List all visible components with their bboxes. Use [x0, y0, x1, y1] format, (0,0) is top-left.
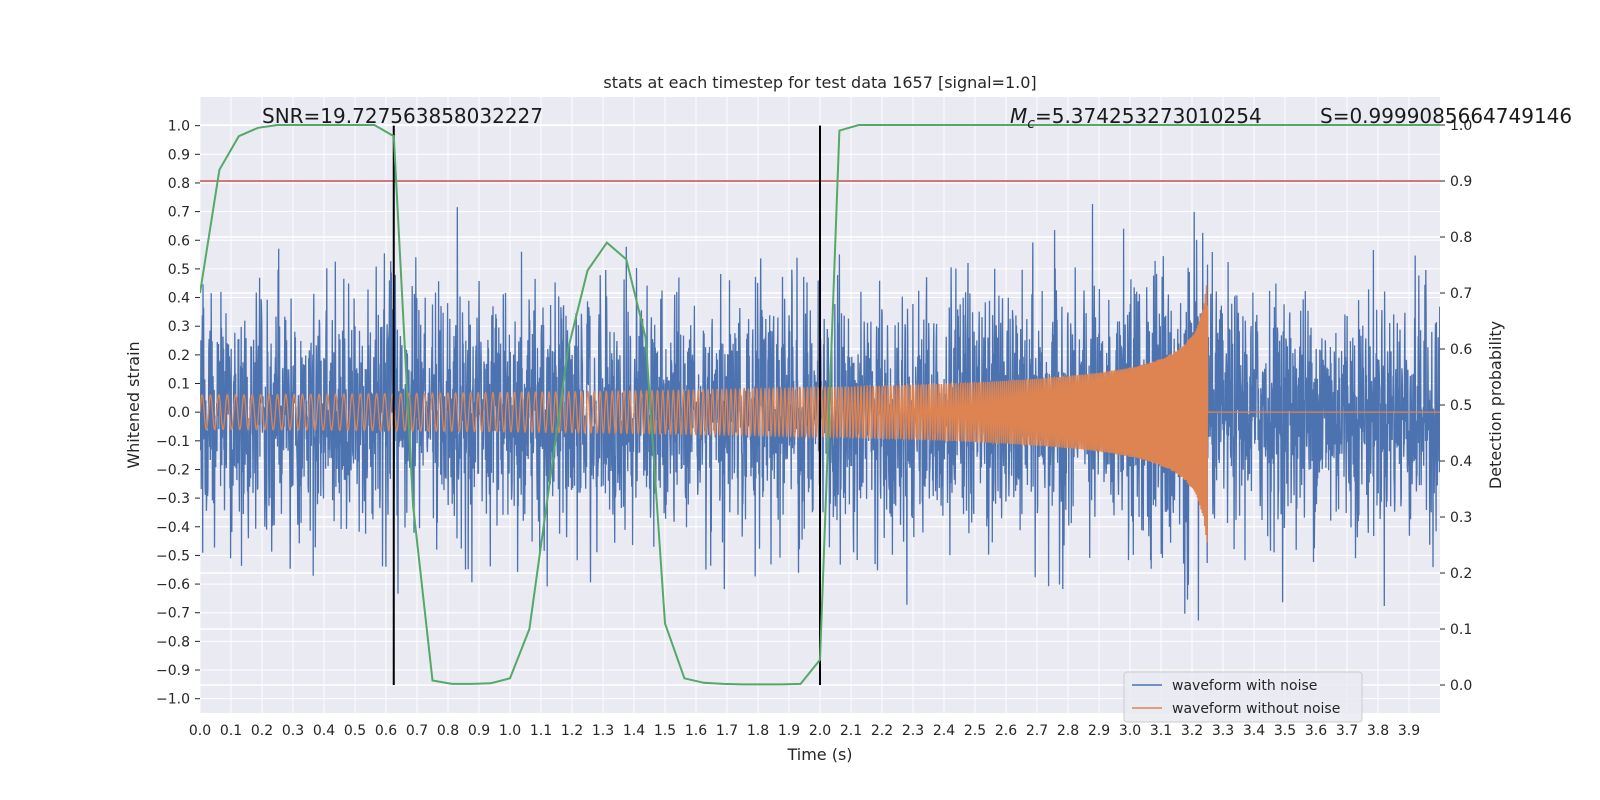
x-tick-label: 2.0 — [809, 723, 831, 739]
x-tick-label: 1.2 — [561, 723, 583, 739]
x-tick-label: 1.7 — [716, 723, 738, 739]
y-tick-label-left: 0.4 — [168, 291, 190, 307]
x-tick-label: 0.3 — [282, 723, 304, 739]
x-tick-label: 2.4 — [933, 723, 955, 739]
y-tick-label-left: −0.4 — [156, 520, 190, 536]
x-tick-label: 3.6 — [1305, 723, 1327, 739]
axis-ticks: 0.0 0.1 0.2 0.3 0.4 0.5 0.6 0.7 0.8 0.9 1.0 1.1 1.2 1… — [156, 118, 1472, 739]
x-tick-label: 3.0 — [1119, 723, 1141, 739]
legend-label-clean: waveform without noise — [1172, 701, 1340, 717]
snr-annotation: SNR=19.727563858032227 — [262, 104, 543, 128]
x-tick-label: 2.8 — [1057, 723, 1079, 739]
y-tick-label-right: 0.5 — [1450, 398, 1472, 414]
x-tick-label: 1.5 — [654, 723, 676, 739]
x-axis-label: Time (s) — [786, 745, 852, 764]
y-tick-label-right: 1.0 — [1450, 118, 1472, 134]
y-tick-label-left: 0.9 — [168, 147, 190, 163]
legend-box — [1123, 671, 1363, 723]
y-tick-label-left: 0.6 — [168, 233, 190, 249]
y-tick-label-left: −0.3 — [156, 491, 190, 507]
x-tick-label: 2.1 — [840, 723, 862, 739]
y-tick-label-right: 0.0 — [1450, 678, 1472, 694]
y-tick-label-left: −0.6 — [156, 577, 190, 593]
s-annotation: S=0.9999085664749146 — [1320, 104, 1572, 128]
series-detection-probability — [200, 124, 1440, 686]
x-tick-label: 1.0 — [499, 723, 521, 739]
x-tick-label: 2.9 — [1088, 723, 1110, 739]
y-tick-label-right: 0.2 — [1450, 566, 1472, 582]
y-tick-label-left: 0.0 — [168, 405, 190, 421]
x-tick-label: 3.5 — [1274, 723, 1296, 739]
x-tick-label: 1.8 — [747, 723, 769, 739]
legend-label-noise: waveform with noise — [1172, 678, 1317, 694]
x-tick-label: 1.1 — [530, 723, 552, 739]
y-tick-label-right: 0.4 — [1450, 454, 1472, 470]
x-tick-label: 3.8 — [1367, 723, 1389, 739]
y-tick-label-left: 0.3 — [168, 319, 190, 335]
x-tick-label: 0.9 — [468, 723, 490, 739]
y-tick-label-left: −1.0 — [156, 692, 190, 708]
x-tick-label: 1.3 — [592, 723, 614, 739]
series-layer — [200, 124, 1440, 686]
legend: waveform with noise waveform without noi… — [1123, 671, 1363, 723]
x-tick-label: 3.9 — [1398, 723, 1420, 739]
x-tick-label: 0.6 — [375, 723, 397, 739]
y-tick-label-left: 0.7 — [168, 205, 190, 221]
x-tick-label: 1.6 — [685, 723, 707, 739]
y-tick-label-left: −0.7 — [156, 606, 190, 622]
chirp-mass-annotation: Mc=5.374253273010254 — [1010, 104, 1262, 132]
y-axis-label-left: Whitened strain — [124, 341, 143, 468]
x-tick-label: 2.6 — [995, 723, 1017, 739]
y-tick-label-left: −0.5 — [156, 548, 190, 564]
x-tick-label: 3.4 — [1243, 723, 1265, 739]
decision-vlines — [392, 125, 821, 685]
x-tick-label: 1.9 — [778, 723, 800, 739]
x-tick-label: 0.2 — [251, 723, 273, 739]
x-tick-label: 2.5 — [964, 723, 986, 739]
x-tick-label: 0.4 — [313, 723, 335, 739]
y-tick-label-left: −0.2 — [156, 462, 190, 478]
x-tick-label: 0.8 — [437, 723, 459, 739]
y-tick-label-right: 0.7 — [1450, 286, 1472, 302]
x-tick-label: 3.2 — [1181, 723, 1203, 739]
y-tick-label-left: 1.0 — [168, 119, 190, 135]
chirp-mass-subscript: c — [1027, 116, 1035, 132]
y-tick-label-right: 0.9 — [1450, 174, 1472, 190]
y-tick-label-left: 0.2 — [168, 348, 190, 364]
y-tick-label-right: 0.6 — [1450, 342, 1472, 358]
x-tick-label: 3.3 — [1212, 723, 1234, 739]
y-tick-label-right: 0.3 — [1450, 510, 1472, 526]
x-tick-label: 2.2 — [871, 723, 893, 739]
y-tick-label-left: −0.9 — [156, 663, 190, 679]
y-tick-label-left: 0.1 — [168, 377, 190, 393]
x-tick-label: 3.7 — [1336, 723, 1358, 739]
y-tick-label-right: 0.8 — [1450, 230, 1472, 246]
chirp-mass-value: =5.374253273010254 — [1035, 104, 1262, 128]
y-axis-label-right: Detection probability — [1486, 321, 1505, 489]
y-tick-label-left: −0.8 — [156, 634, 190, 650]
y-tick-label-left: 0.5 — [168, 262, 190, 278]
x-tick-label: 1.4 — [623, 723, 645, 739]
x-tick-label: 3.1 — [1150, 723, 1172, 739]
y-tick-label-right: 0.1 — [1450, 622, 1472, 638]
x-tick-label: 0.5 — [344, 723, 366, 739]
x-tick-label: 0.7 — [406, 723, 428, 739]
x-tick-label: 2.7 — [1026, 723, 1048, 739]
y-tick-label-left: −0.1 — [156, 434, 190, 450]
chirp-mass-symbol: M — [1010, 104, 1027, 128]
x-tick-label: 0.0 — [189, 723, 211, 739]
x-tick-label: 0.1 — [220, 723, 242, 739]
x-tick-label: 2.3 — [902, 723, 924, 739]
chart-title: stats at each timestep for test data 165… — [603, 73, 1036, 92]
y-tick-label-left: 0.8 — [168, 176, 190, 192]
